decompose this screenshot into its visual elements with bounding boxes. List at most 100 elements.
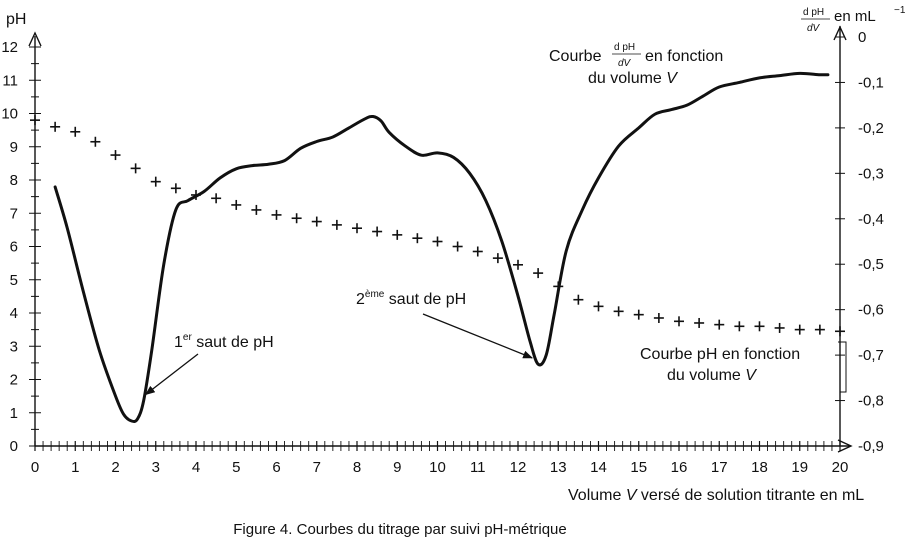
left-tick-label: 9 [10, 139, 18, 156]
annotation-first-jump: 1er saut de pH [144, 332, 274, 396]
svg-text:en fonction: en fonction [645, 48, 723, 65]
x-tick-label: 13 [550, 459, 567, 476]
right-axis-arrow [833, 25, 847, 41]
x-tick-label: 1 [71, 459, 79, 476]
ph-data-point [70, 126, 81, 137]
ph-data-point [352, 223, 362, 234]
right-axis-frac-num: d pH [803, 7, 824, 18]
ph-data-point [714, 319, 725, 330]
svg-text:1er saut de pH: 1er saut de pH [174, 332, 274, 351]
right-tick-label: -0,1 [858, 74, 884, 91]
x-axis-arrow [837, 439, 853, 453]
ph-data-point [814, 324, 825, 335]
x-tick-label: 15 [630, 459, 647, 476]
left-tick-label: 10 [1, 106, 18, 123]
x-tick-label: 4 [192, 459, 200, 476]
svg-text:2ème saut de pH: 2ème saut de pH [356, 289, 466, 308]
ticks-group: 0 1 2 3 4 5 6 7 8 9 10 11 12 13 14 15 16 17 18 19 2001234567… [1, 29, 884, 476]
right-axis-unit: en mL [834, 8, 876, 25]
ph-data-point [412, 233, 423, 244]
ph-data-point [130, 163, 141, 174]
right-tick-label: -0,4 [858, 211, 884, 228]
left-tick-label: 8 [10, 172, 18, 189]
ph-data-point [251, 204, 262, 215]
left-tick-label: 11 [2, 72, 18, 89]
ph-curve-label: Courbe pH en fonction du volume V [640, 341, 847, 393]
ph-series [30, 115, 845, 337]
left-tick-label: 3 [10, 338, 18, 355]
ph-data-point [593, 301, 604, 312]
x-tick-label: 9 [393, 459, 401, 476]
ph-data-point [694, 317, 705, 328]
svg-text:Courbe pH en fonction: Courbe pH en fonction [640, 346, 800, 363]
ph-data-point [372, 226, 383, 237]
figure-caption: Figure 4. Courbes du titrage par suivi p… [233, 521, 567, 538]
x-tick-label: 0 [31, 459, 39, 476]
ph-data-point [472, 246, 483, 257]
ph-data-point [794, 324, 805, 335]
ph-data-point [653, 312, 664, 323]
left-tick-label: 4 [10, 305, 18, 322]
ph-data-point [331, 219, 342, 230]
ph-data-point [533, 268, 544, 279]
x-tick-label: 14 [590, 459, 607, 476]
ph-data-point [90, 136, 101, 147]
left-tick-label: 2 [10, 372, 18, 389]
ph-data-point [835, 326, 845, 337]
right-axis-unit-exponent: −1 [894, 5, 906, 16]
svg-text:Courbe: Courbe [549, 48, 602, 65]
annotation-second-jump: 2ème saut de pH [356, 289, 534, 359]
svg-text:dV: dV [618, 58, 632, 69]
left-tick-label: 7 [10, 205, 18, 222]
ph-data-point [492, 253, 503, 264]
svg-text:du volume V: du volume V [667, 367, 757, 384]
left-tick-label: 0 [10, 438, 18, 455]
x-tick-label: 6 [272, 459, 280, 476]
ph-data-point [291, 213, 302, 224]
x-tick-label: 10 [429, 459, 446, 476]
axes-group [28, 25, 853, 453]
x-tick-label: 11 [470, 459, 486, 476]
x-tick-label: 12 [510, 459, 527, 476]
right-tick-label: -0,5 [858, 256, 884, 273]
annotation-arrow-first [144, 353, 199, 396]
ph-data-point [452, 241, 463, 252]
x-tick-label: 19 [791, 459, 808, 476]
svg-text:d pH: d pH [614, 42, 635, 53]
x-tick-label: 5 [232, 459, 240, 476]
ph-data-point [613, 306, 624, 317]
right-tick-label: -0,2 [858, 120, 884, 137]
right-tick-label: -0,3 [858, 165, 884, 182]
annotation-arrow-second [422, 313, 534, 359]
x-tick-label: 2 [111, 459, 119, 476]
right-tick-label: 0 [858, 29, 866, 46]
ph-data-point [754, 321, 765, 332]
ph-data-point [50, 121, 61, 132]
derivative-series [53, 71, 830, 424]
ph-data-point [774, 322, 785, 333]
x-tick-label: 16 [671, 459, 688, 476]
left-tick-label: 1 [10, 405, 18, 422]
ph-data-point [211, 193, 222, 204]
ph-data-point [633, 309, 644, 320]
ph-data-point [392, 229, 403, 240]
ph-data-point [30, 115, 40, 126]
derivative-curve-line [53, 71, 830, 424]
ph-data-point [231, 199, 242, 210]
right-tick-label: -0,9 [858, 438, 884, 455]
left-tick-label: 5 [10, 272, 18, 289]
ph-data-point [110, 150, 121, 161]
left-tick-label: 12 [1, 39, 18, 56]
ph-data-point [573, 294, 584, 305]
x-tick-label: 3 [152, 459, 160, 476]
right-tick-label: -0,7 [858, 347, 884, 364]
ph-data-point [271, 209, 282, 220]
x-tick-label: 17 [711, 459, 728, 476]
ph-data-point [513, 259, 523, 270]
right-axis-frac-den: dV [807, 23, 821, 34]
ph-data-point [170, 183, 181, 194]
x-axis-title: Volume V versé de solution titrante en m… [568, 487, 864, 504]
right-axis-title: d pH dV en mL −1 [801, 5, 906, 34]
right-tick-label: -0,6 [858, 302, 884, 319]
